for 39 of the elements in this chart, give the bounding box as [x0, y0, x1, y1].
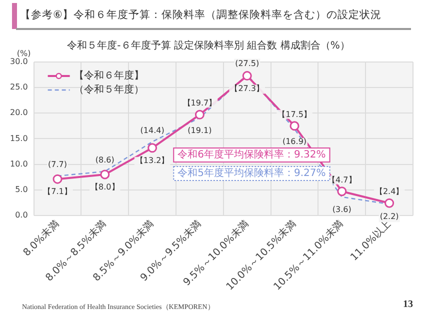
- text: 13: [403, 299, 413, 310]
- y-tick-label: 10.0: [10, 159, 28, 168]
- data-label: (7.7): [48, 160, 67, 170]
- data-label: (2.2): [380, 212, 399, 222]
- point: [52, 174, 62, 184]
- data-label: 【4.7】: [328, 175, 356, 184]
- annotation: 令和5年度平均保険料率：9.27%: [178, 167, 326, 180]
- data-label: (14.4): [140, 126, 164, 135]
- chart-title: 【参考⑥】令和６年度予算：保険料率（調整保険料率を含む）の設定状況: [20, 8, 382, 22]
- data-label: (19.1): [188, 126, 212, 135]
- data-label: 【7.1】: [43, 187, 72, 196]
- data-label: (27.5): [235, 58, 260, 68]
- data-label: 【17.5】: [278, 110, 312, 119]
- point: [194, 110, 204, 120]
- y-tick-label: 25.0: [10, 82, 28, 92]
- point: [242, 71, 252, 81]
- y-axis-title: (%): [16, 49, 31, 58]
- annotation: 令和6年度平均保険料率：9.32%: [178, 148, 326, 161]
- y-tick-label: 5.0: [15, 184, 28, 194]
- point: [384, 198, 394, 208]
- data-label: (16.9): [282, 137, 307, 146]
- data-label: 【8.0】: [90, 182, 120, 192]
- y-tick-label: 15.0: [10, 134, 28, 143]
- data-label: (8.6): [95, 155, 114, 164]
- data-label: 【2.4】: [374, 187, 404, 196]
- data-label: (3.6): [332, 205, 352, 214]
- data-label: 【19.7】: [182, 98, 217, 108]
- legend-label: 【令和６年度】: [74, 70, 144, 82]
- point: [337, 186, 347, 196]
- point: [290, 121, 300, 131]
- chart-subtitle: 令和５年度‐６年度予算 設定保険料率別 組合数 構成割合（%）: [67, 40, 350, 52]
- y-tick-label: 20.0: [10, 108, 28, 118]
- point: [100, 170, 110, 180]
- y-tick-label: 30.0: [10, 57, 28, 66]
- data-label: 【13.2】: [135, 156, 170, 165]
- legend-label: （令和５年度）: [74, 84, 144, 96]
- y-tick-label: 0.0: [15, 210, 28, 220]
- point: [148, 143, 158, 153]
- data-label: 【27.3】: [230, 84, 264, 93]
